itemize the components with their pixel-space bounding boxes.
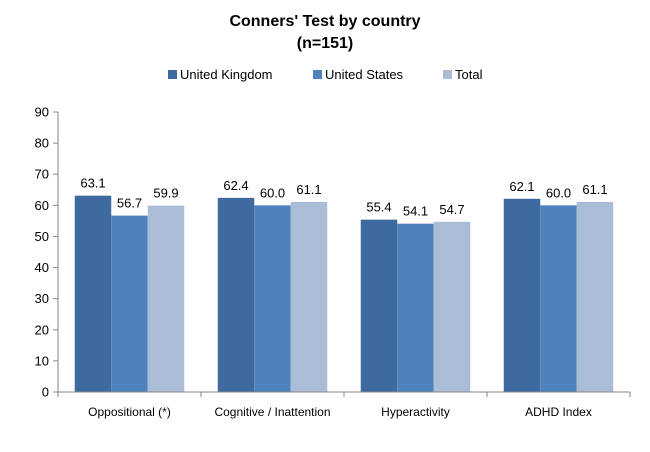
x-category-label: ADHD Index [525,405,592,419]
bar [147,205,185,392]
x-category-label: Hyperactivity [381,405,450,419]
bar-data-label: 60.0 [546,185,571,200]
bar-data-label: 54.7 [439,202,464,217]
bar-data-label: 63.1 [80,176,105,191]
y-tick-label: 70 [35,167,49,182]
bar-data-label: 60.0 [260,185,285,200]
legend: United Kingdom United States Total [168,67,483,82]
y-tick-label: 10 [35,353,49,368]
y-tick-label: 0 [42,385,49,400]
bar-data-label: 62.1 [509,179,534,194]
bar [360,219,398,392]
legend-label: Total [455,67,483,82]
bar [397,223,434,392]
y-axis: 0 10 20 30 40 50 60 70 80 90 [35,105,59,400]
legend-label: United Kingdom [180,67,273,82]
legend-swatch [443,70,452,79]
bar-data-label: 62.4 [223,178,248,193]
x-axis: Oppositional (*) Cognitive / Inattention H… [57,391,631,419]
y-tick-label: 50 [35,229,49,244]
y-tick-label: 60 [35,198,49,213]
bar [217,197,255,392]
bar [290,201,328,392]
y-tick-label: 90 [35,105,49,120]
bar [503,198,541,392]
y-tick-label: 40 [35,260,49,275]
chart-subtitle: (n=151) [297,35,353,52]
bar [576,201,614,392]
bar [254,205,291,392]
x-category-label: Cognitive / Inattention [214,405,330,419]
y-tick-label: 20 [35,322,49,337]
bar-data-label: 56.7 [117,196,142,211]
chart-title: Conners' Test by country [229,13,420,30]
bar-data-label: 61.1 [582,182,607,197]
legend-label: United States [325,67,404,82]
bar [433,221,471,392]
y-tick-label: 30 [35,291,49,306]
bar [74,195,112,392]
bars: 63.1 56.7 59.9 62.4 60.0 61.1 55.4 54.1 54.7 62.1… [74,176,614,392]
bar-data-label: 59.9 [153,186,178,201]
legend-swatch [313,70,322,79]
x-category-label: Oppositional (*) [88,405,171,419]
legend-swatch [168,70,177,79]
bar-data-label: 54.1 [403,204,428,219]
bar [540,205,577,392]
bar-data-label: 61.1 [296,182,321,197]
y-tick-label: 80 [35,136,49,151]
bar-data-label: 55.4 [366,200,391,215]
bar [111,215,148,392]
